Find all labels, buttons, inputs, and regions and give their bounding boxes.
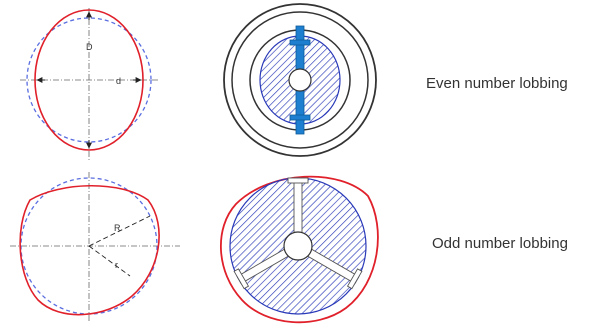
spoke-left-cap [233,268,250,290]
even-profile-diagram: D d [20,8,160,160]
spoke-top-cap [287,177,309,184]
bar-cap-top [289,39,311,46]
even-lobed-profile [34,9,144,151]
spoke-right-cap [346,268,363,290]
center-hole [288,68,312,92]
bar-cap-bottom [289,114,311,121]
label-r: r [115,260,118,270]
reference-circle [26,17,152,143]
radius-r-line [88,245,131,277]
even-bearing-diagram [223,3,377,157]
caption-even-lobbing: Even number lobbing [426,75,568,92]
caption-odd-lobbing: Odd number lobbing [432,235,568,252]
odd-lobed-profile [19,184,160,316]
label-D: D [86,42,93,52]
radius-R-line [88,215,151,247]
spoke-top [293,177,303,237]
label-d: d [116,76,121,86]
odd-bearing-diagram [219,175,379,324]
odd-profile-diagram: R r [10,172,180,322]
center-hole-odd [283,231,313,261]
label-R: R [114,223,121,233]
